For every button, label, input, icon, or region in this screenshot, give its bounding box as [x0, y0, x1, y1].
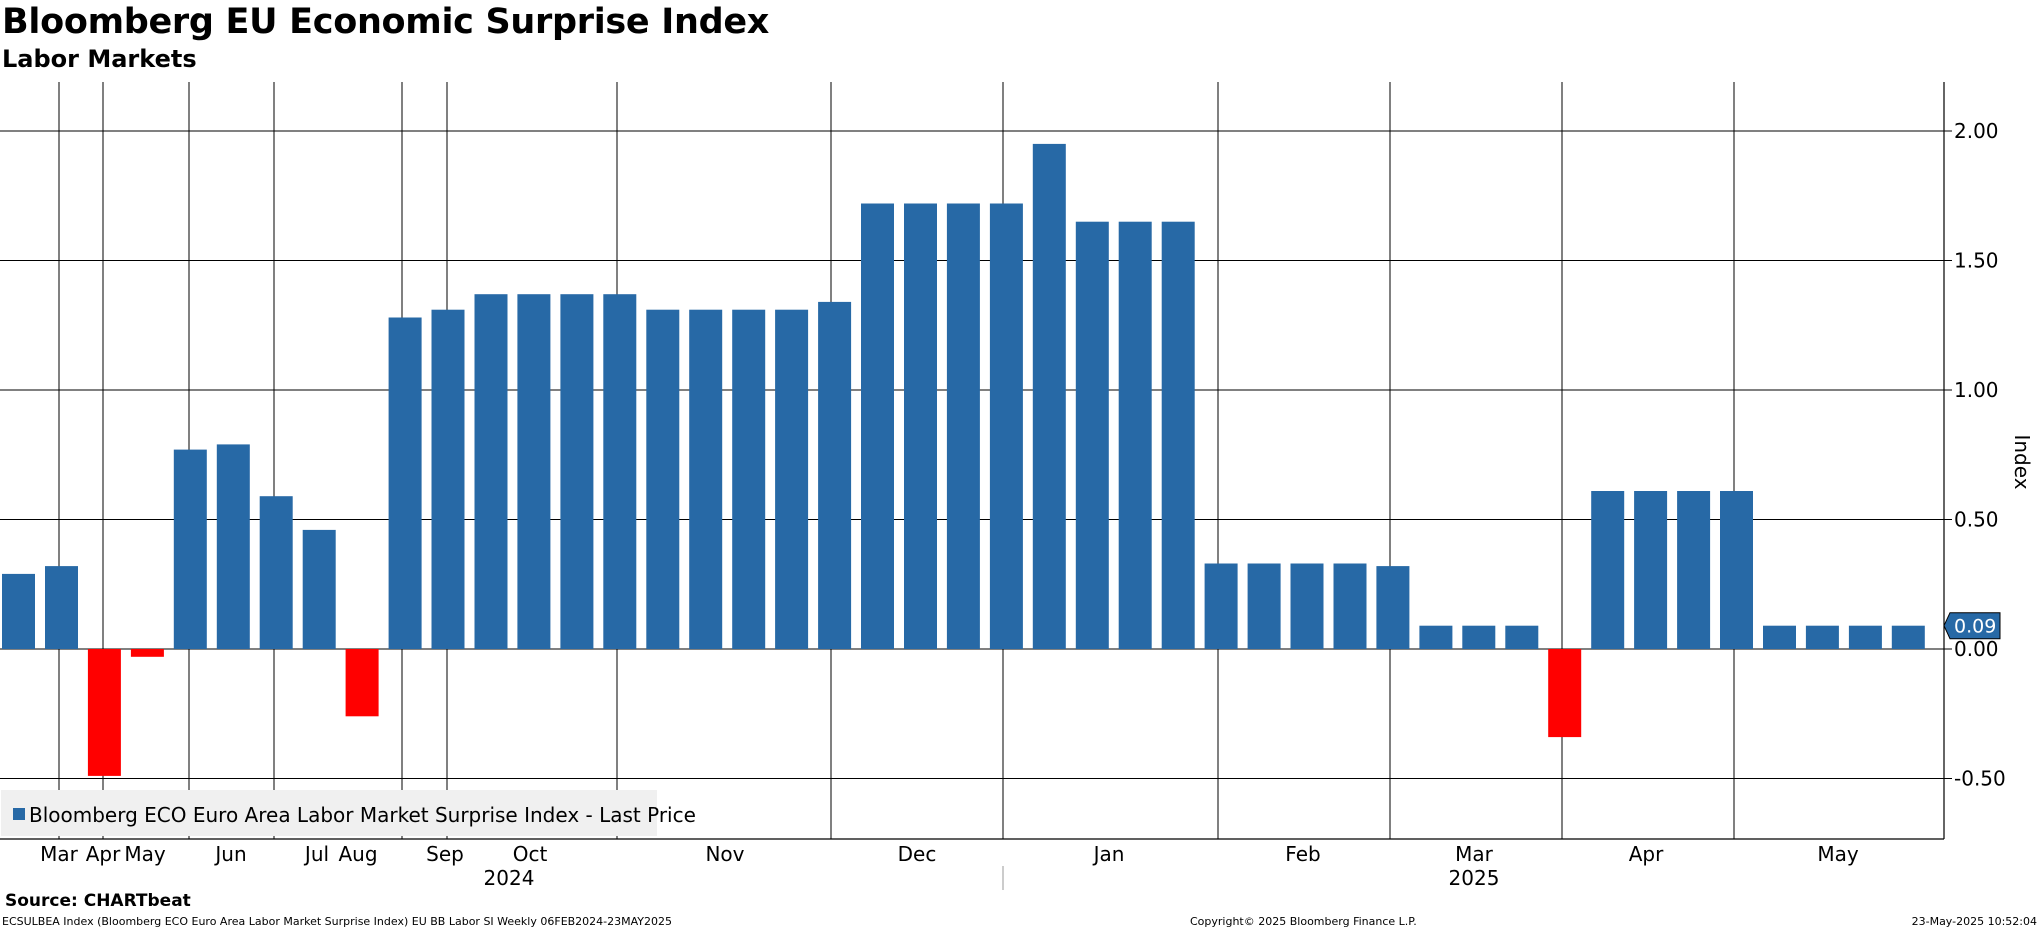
legend-swatch — [13, 808, 25, 820]
x-tick-label: May — [1817, 842, 1859, 866]
copyright: Copyright© 2025 Bloomberg Finance L.P. — [1190, 915, 1417, 928]
y-tick-label: 1.00 — [1954, 378, 1999, 402]
chart-title: Bloomberg EU Economic Surprise Index — [2, 2, 770, 42]
bar — [517, 294, 551, 649]
bar — [173, 449, 207, 649]
last-value-marker: 0.09 — [1943, 612, 2001, 640]
x-tick-label: Mar — [1455, 842, 1494, 866]
year-label: 2025 — [1449, 866, 1500, 890]
bar — [130, 649, 164, 657]
last-value-box — [1943, 612, 2001, 640]
bar — [474, 294, 508, 649]
x-tick-label: Jul — [303, 842, 329, 866]
x-tick-label: Jun — [213, 842, 246, 866]
x-tick-label: Jan — [1092, 842, 1125, 866]
x-tick-label: Dec — [898, 842, 937, 866]
bar — [1548, 649, 1582, 738]
bar — [946, 203, 980, 649]
chart-subtitle: Labor Markets — [2, 45, 197, 73]
bar — [87, 649, 121, 776]
bar — [345, 649, 379, 717]
x-tick-label: Mar — [40, 842, 79, 866]
year-label: 2024 — [484, 866, 535, 890]
bar — [1419, 625, 1453, 649]
x-tick-label: Apr — [86, 842, 121, 866]
ticker-info: ECSULBEA Index (Bloomberg ECO Euro Area … — [2, 915, 673, 928]
bar — [1462, 625, 1496, 649]
bar — [1333, 563, 1367, 649]
bar — [861, 203, 894, 649]
y-tick-label: 2.00 — [1954, 119, 1999, 143]
bar — [1805, 625, 1839, 649]
bar — [1634, 491, 1668, 649]
bar — [1891, 625, 1925, 649]
bar — [989, 203, 1023, 649]
bar — [560, 294, 594, 649]
bar — [775, 309, 809, 649]
x-tick-label: May — [124, 842, 166, 866]
source-label: Source: CHARTbeat — [5, 891, 191, 911]
x-tick-label: Apr — [1629, 842, 1664, 866]
legend: Bloomberg ECO Euro Area Labor Market Sur… — [1, 790, 696, 836]
bar — [431, 309, 465, 649]
bar — [1763, 625, 1796, 649]
bar — [732, 309, 766, 649]
x-tick-label: Sep — [426, 842, 464, 866]
bar — [1161, 221, 1195, 649]
bar — [2, 573, 35, 649]
bar — [1677, 491, 1711, 649]
bar — [904, 203, 937, 649]
last-value-label: 0.09 — [1954, 616, 1996, 638]
bar — [1591, 491, 1625, 649]
bar — [1505, 625, 1539, 649]
y-tick-label: 0.50 — [1954, 508, 1999, 532]
y-tick-label: 1.50 — [1954, 249, 1999, 273]
bar — [689, 309, 723, 649]
bar-series — [2, 143, 1925, 776]
bar — [259, 496, 293, 649]
bar — [302, 529, 336, 649]
bar — [1204, 563, 1238, 649]
bar — [603, 294, 637, 649]
bar — [1075, 221, 1109, 649]
bar — [1247, 563, 1281, 649]
bar — [216, 444, 250, 649]
x-tick-label: Feb — [1285, 842, 1320, 866]
y-axis-label: Index — [2010, 434, 2034, 489]
bar — [388, 317, 422, 649]
y-tick-label: -0.50 — [1954, 767, 2006, 791]
bar — [818, 301, 852, 649]
bar — [1848, 625, 1882, 649]
legend-label: Bloomberg ECO Euro Area Labor Market Sur… — [29, 803, 696, 827]
bar — [45, 566, 78, 649]
bar — [1118, 221, 1152, 649]
bar — [1720, 491, 1753, 649]
y-tick-label: 0.00 — [1954, 637, 1999, 661]
bar — [1290, 563, 1324, 649]
x-tick-label: Aug — [338, 842, 377, 866]
bar — [646, 309, 680, 649]
legend-background — [1, 790, 657, 836]
timestamp: 23-May-2025 10:52:04 — [1911, 915, 2037, 928]
x-tick-label: Nov — [705, 842, 744, 866]
bar — [1032, 143, 1066, 649]
x-tick-label: Oct — [513, 842, 548, 866]
bar — [1376, 566, 1410, 649]
